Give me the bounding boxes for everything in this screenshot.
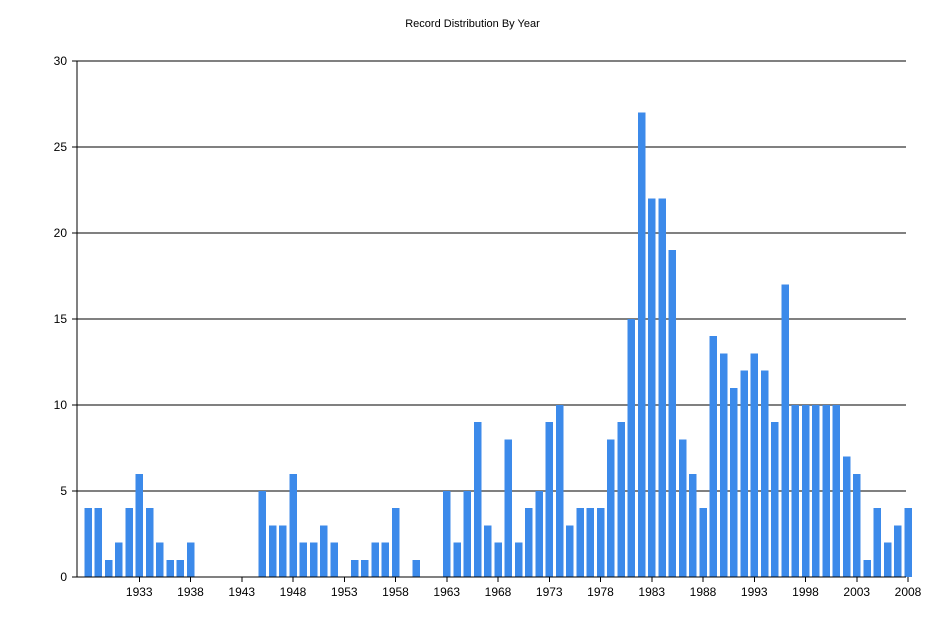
bar <box>566 525 574 577</box>
bar <box>361 559 369 577</box>
bar <box>740 370 748 577</box>
bar <box>115 542 123 577</box>
bar <box>648 198 656 577</box>
bar <box>279 525 287 577</box>
x-tick-label: 1933 <box>126 585 153 599</box>
x-tick-label: 2008 <box>895 585 922 599</box>
x-tick-label: 1973 <box>536 585 563 599</box>
bar <box>309 542 318 577</box>
bar <box>801 405 810 577</box>
y-tick-label: 10 <box>54 398 68 412</box>
bar <box>299 542 307 577</box>
bar <box>412 559 420 577</box>
y-tick-label: 15 <box>54 312 68 326</box>
x-tick-label: 1943 <box>228 585 255 599</box>
x-tick-label: 1998 <box>792 585 819 599</box>
x-tick-label: 1978 <box>587 585 614 599</box>
bar <box>186 542 195 577</box>
bar <box>596 508 605 577</box>
x-tick-label: 1938 <box>177 585 204 599</box>
bar <box>135 473 143 577</box>
bar <box>258 491 266 577</box>
bar <box>453 542 461 577</box>
bar <box>443 491 451 577</box>
bar <box>545 422 553 577</box>
bar <box>904 508 912 577</box>
x-tick-label: 1953 <box>331 585 358 599</box>
y-tick-label: 0 <box>60 570 67 584</box>
bar <box>494 542 502 577</box>
bar <box>883 542 892 577</box>
y-tick-label: 30 <box>54 54 68 68</box>
bar <box>689 473 697 577</box>
bar <box>750 353 758 577</box>
x-tick-label: 2003 <box>843 585 870 599</box>
bar <box>535 491 543 577</box>
chart-title: Record Distribution By Year <box>405 18 540 30</box>
bar <box>176 559 184 577</box>
bar <box>166 559 174 577</box>
bar <box>525 508 533 577</box>
bar <box>863 559 871 577</box>
bar <box>463 491 471 577</box>
bar <box>822 405 830 577</box>
bar <box>94 508 102 577</box>
x-tick-label: 1993 <box>741 585 768 599</box>
bar <box>104 559 113 577</box>
x-tick-label: 1968 <box>485 585 512 599</box>
bar <box>607 439 615 577</box>
bar <box>709 336 717 577</box>
bar <box>658 198 666 577</box>
bar <box>391 508 400 577</box>
bar <box>125 508 133 577</box>
y-tick-label: 5 <box>60 484 67 498</box>
bar <box>894 525 902 577</box>
bar <box>268 525 277 577</box>
bar <box>719 353 728 577</box>
y-tick-label: 25 <box>54 140 68 154</box>
bar <box>381 542 389 577</box>
bar <box>473 422 482 577</box>
bar <box>873 508 881 577</box>
bar <box>84 508 92 577</box>
bar <box>504 439 512 577</box>
bar <box>832 405 840 577</box>
bar <box>514 542 523 577</box>
bar <box>781 284 789 577</box>
x-tick-label: 1963 <box>433 585 460 599</box>
bar <box>145 508 154 577</box>
bar <box>842 456 851 577</box>
bar <box>760 370 769 577</box>
bar <box>627 319 635 577</box>
bar <box>812 405 820 577</box>
bar <box>555 405 564 577</box>
x-tick-label: 1958 <box>382 585 409 599</box>
bar <box>668 250 676 577</box>
bar <box>853 473 861 577</box>
bar <box>330 542 338 577</box>
bar <box>771 422 779 577</box>
bar <box>371 542 379 577</box>
bar <box>320 525 328 577</box>
x-tick-label: 1948 <box>280 585 307 599</box>
bar <box>350 559 359 577</box>
bar <box>678 439 687 577</box>
y-tick-label: 20 <box>54 226 68 240</box>
bar <box>289 473 297 577</box>
bar <box>576 508 584 577</box>
bar <box>730 387 738 577</box>
bar <box>156 542 164 577</box>
bar <box>586 508 594 577</box>
bar <box>484 525 492 577</box>
bar <box>637 112 646 577</box>
bar <box>699 508 707 577</box>
x-tick-label: 1983 <box>638 585 665 599</box>
x-tick-label: 1988 <box>690 585 717 599</box>
bar <box>791 405 799 577</box>
bar <box>617 422 625 577</box>
